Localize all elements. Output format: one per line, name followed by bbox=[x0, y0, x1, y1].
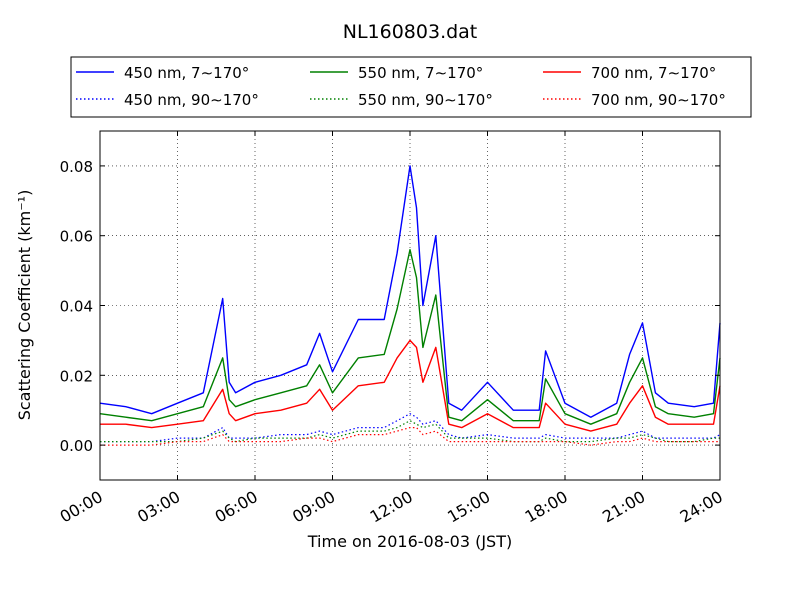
x-tick-label: 15:00 bbox=[444, 487, 493, 527]
series-line-5 bbox=[100, 427, 720, 446]
legend-label-1: 450 nm, 90∼170° bbox=[124, 91, 259, 109]
x-axis-label: Time on 2016-08-03 (JST) bbox=[307, 532, 512, 551]
y-tick-label: 0.02 bbox=[60, 367, 93, 385]
series-line-4 bbox=[100, 339, 721, 432]
x-tick-label: 21:00 bbox=[599, 487, 648, 527]
legend-label-2: 550 nm, 7∼170° bbox=[358, 64, 483, 82]
legend-label-0: 450 nm, 7∼170° bbox=[124, 64, 249, 82]
y-axis-label: Scattering Coefficient (km⁻¹) bbox=[15, 190, 34, 421]
x-tick-label: 06:00 bbox=[212, 487, 261, 527]
legend-box bbox=[70, 56, 752, 118]
series-line-1 bbox=[100, 413, 721, 443]
legend-label-4: 700 nm, 7∼170° bbox=[591, 64, 716, 82]
y-tick-label: 0.00 bbox=[60, 437, 93, 455]
chart-title: NL160803.dat bbox=[343, 21, 478, 43]
y-tick-label: 0.06 bbox=[60, 228, 93, 246]
y-tick-label: 0.04 bbox=[60, 298, 93, 316]
legend-label-5: 700 nm, 90∼170° bbox=[591, 91, 726, 109]
x-tick-label: 18:00 bbox=[522, 487, 571, 527]
series-line-3 bbox=[100, 420, 720, 443]
x-tick-label: 00:00 bbox=[57, 487, 106, 527]
legend-label-3: 550 nm, 90∼170° bbox=[358, 91, 493, 109]
series-layer bbox=[99, 165, 721, 446]
y-tick-label: 0.08 bbox=[60, 158, 93, 176]
grid bbox=[99, 131, 721, 480]
legend: 450 nm, 7∼170° 450 nm, 90∼170° 550 nm, 7∼1… bbox=[70, 56, 752, 118]
x-tick-label: 12:00 bbox=[367, 487, 416, 527]
x-tick-label: 24:00 bbox=[677, 487, 726, 527]
x-tick-label: 09:00 bbox=[289, 487, 338, 527]
series-line-0 bbox=[99, 165, 721, 418]
series-line-2 bbox=[99, 248, 721, 425]
x-tick-label: 03:00 bbox=[134, 487, 183, 527]
